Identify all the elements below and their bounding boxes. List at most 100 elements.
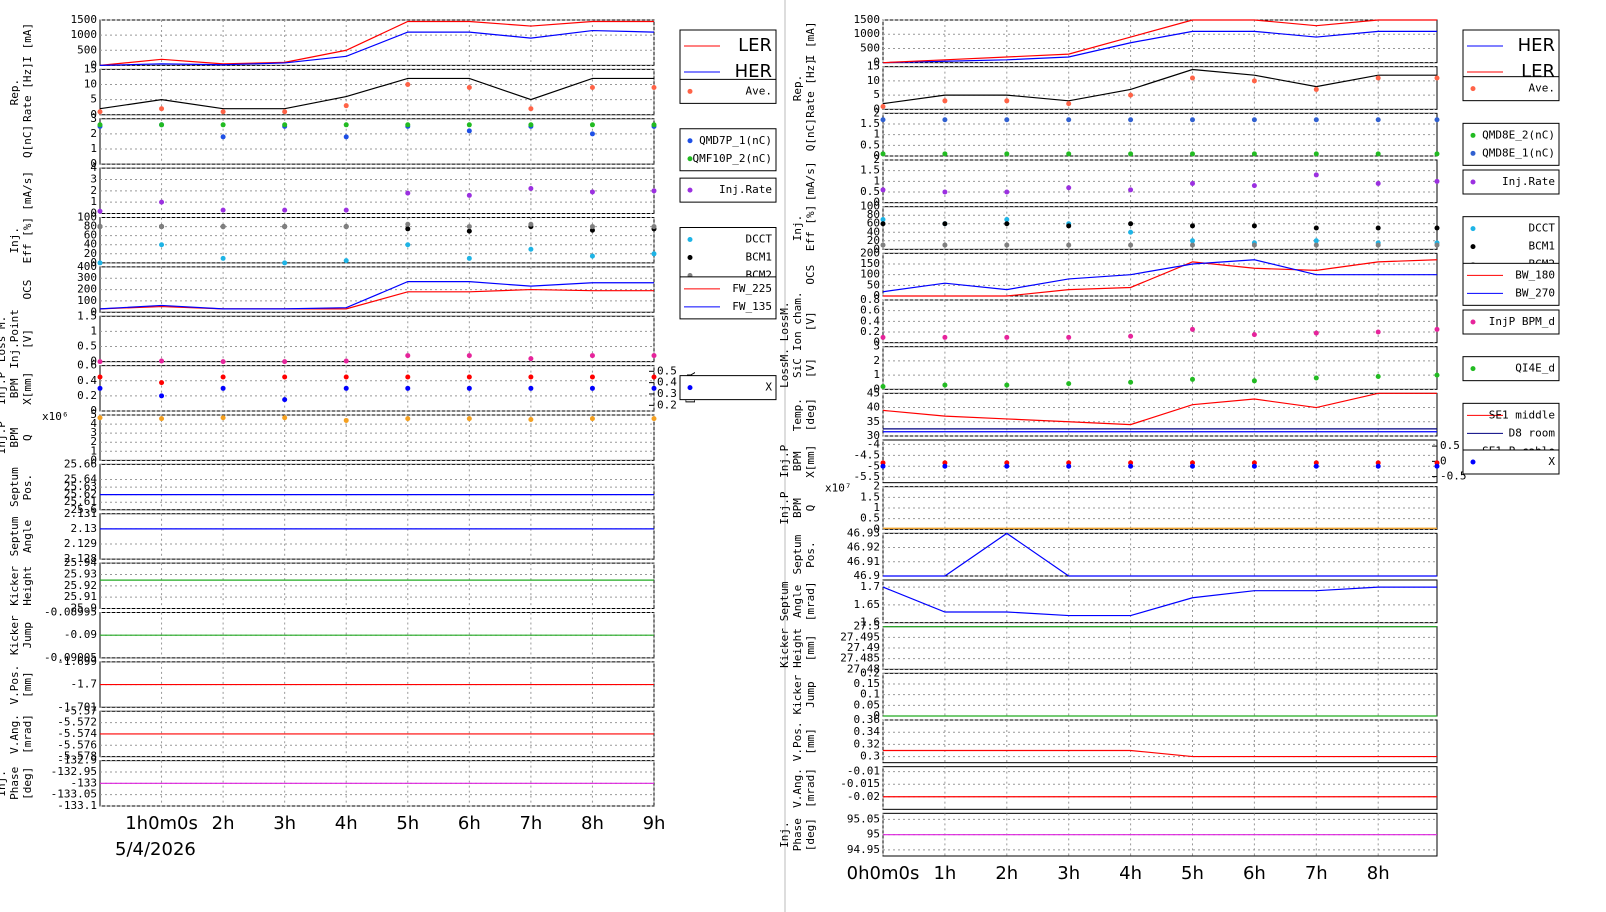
data-point — [1375, 463, 1381, 469]
y-tick-label: 0 — [873, 149, 880, 162]
y-tick-label: -4.5 — [854, 448, 881, 461]
data-point — [220, 207, 226, 213]
y-tick-label: 0 — [873, 102, 880, 115]
legend-label: HER — [1518, 35, 1555, 56]
data-point — [97, 122, 103, 128]
y-tick-label: 2.129 — [64, 537, 97, 550]
y-tick-label: 10 — [867, 74, 880, 87]
y-tick-label: 27.485 — [840, 652, 880, 665]
legend-marker — [687, 187, 693, 193]
y-axis-label: [mrad] — [804, 768, 817, 808]
data-point — [651, 353, 657, 359]
data-point — [159, 416, 165, 422]
y-tick-label: 1.5 — [860, 117, 880, 130]
y-tick-label: 0 — [873, 336, 880, 349]
data-point — [466, 85, 472, 91]
data-point — [1189, 117, 1195, 123]
legend-box — [679, 78, 777, 104]
y-tick-label: 5 — [90, 93, 97, 106]
y-tick-label: 400 — [77, 260, 97, 273]
data-point — [1375, 225, 1381, 231]
y-axis-label: Inj. — [0, 770, 8, 797]
y-tick-label: -132.9 — [57, 754, 97, 767]
data-point — [159, 122, 165, 128]
y-tick-label: 35 — [867, 415, 880, 428]
legend-label: FW_135 — [732, 300, 772, 313]
data-point — [1251, 223, 1257, 229]
y-tick-label: -133.05 — [51, 788, 97, 801]
data-point — [1066, 381, 1072, 387]
y-tick-label: -1.699 — [57, 655, 97, 668]
y-tick-label: 0 — [90, 207, 97, 220]
y-axis-label: BPM — [8, 427, 21, 447]
data-point — [220, 122, 226, 128]
data-point — [528, 385, 534, 391]
data-point — [1375, 329, 1381, 335]
data-point — [343, 385, 349, 391]
data-point — [651, 122, 657, 128]
y-axis-label: Septum — [791, 534, 804, 574]
y-tick-label: 25.94 — [64, 556, 97, 569]
y-tick-label: 60 — [867, 217, 880, 230]
data-point — [880, 383, 886, 389]
y-axis-label: [deg] — [21, 767, 34, 800]
data-point — [405, 416, 411, 422]
y-tick-label: 2 — [90, 435, 97, 448]
y-axis-label: [mm] — [21, 671, 34, 698]
y-axis-label: [mrad] — [21, 714, 34, 754]
data-point — [1189, 75, 1195, 81]
data-point — [1313, 330, 1319, 336]
data-point — [159, 358, 165, 364]
data-point — [880, 242, 886, 248]
data-point — [1066, 223, 1072, 229]
y-axis-label: Kicker — [791, 674, 804, 714]
data-line — [99, 29, 655, 66]
legend-label: QMD7P_1(nC) — [699, 134, 772, 147]
data-point — [1251, 151, 1257, 157]
y-tick-label: 25.62 — [64, 488, 97, 501]
y-tick-label: 25.9 — [71, 602, 98, 615]
y-tick-label: 46.92 — [847, 541, 880, 554]
legend-marker — [1470, 226, 1476, 232]
data-line — [883, 749, 1437, 758]
y2-tick-label: 0 — [1440, 454, 1447, 467]
legend-label: QMD8E_2(nC) — [1482, 128, 1555, 141]
legend-label: X — [765, 381, 772, 394]
data-point — [880, 151, 886, 157]
y-axis-label: BPM — [8, 378, 21, 398]
data-point — [466, 385, 472, 391]
y-tick-label: 0.6 — [77, 359, 97, 372]
y-tick-label: 0 — [873, 522, 880, 535]
y-tick-label: 0.32 — [854, 737, 881, 750]
y-tick-label: 60 — [84, 229, 97, 242]
y-axis-label: Pos. — [21, 474, 34, 501]
y-tick-label: 1 — [873, 128, 880, 141]
y-tick-label: 1 — [873, 174, 880, 187]
data-point — [1251, 78, 1257, 84]
y-tick-label: 200 — [860, 246, 880, 259]
y-axis-label: Temp. — [791, 398, 804, 431]
data-point — [282, 359, 288, 365]
data-point — [942, 334, 948, 340]
legend-box — [679, 29, 777, 89]
y-tick-label: 5 — [90, 408, 97, 421]
data-point — [942, 98, 948, 104]
data-point — [942, 242, 948, 248]
y-tick-label: 15 — [867, 60, 880, 73]
y-axis-label: Pos. — [804, 541, 817, 568]
y-tick-label: 1 — [90, 195, 97, 208]
data-point — [1434, 242, 1440, 248]
data-point — [159, 106, 165, 112]
legend-box — [1462, 309, 1560, 335]
data-point — [343, 358, 349, 364]
y-tick-label: -0.01 — [847, 765, 880, 778]
legend-label: FW_225 — [732, 282, 772, 295]
y-tick-label: 1 — [90, 324, 97, 337]
y-axis-label: Inj. — [8, 227, 21, 254]
data-point — [466, 122, 472, 128]
data-point — [343, 134, 349, 140]
data-point — [589, 353, 595, 359]
data-point — [1313, 151, 1319, 157]
y-axis-label: Q[nC] — [804, 118, 817, 151]
data-point — [405, 122, 411, 128]
